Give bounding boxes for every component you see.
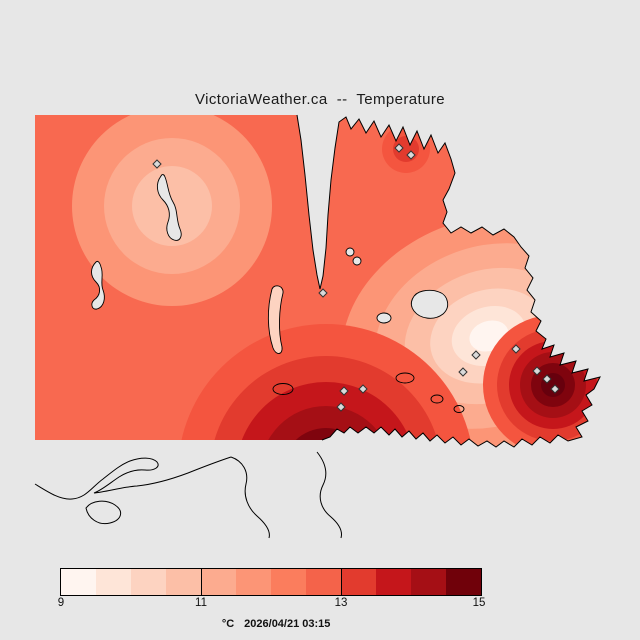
lakes — [91, 174, 449, 324]
station-marker — [318, 288, 328, 298]
colorbar-segment — [306, 569, 341, 595]
station-marker — [542, 374, 552, 384]
station-marker — [532, 366, 542, 376]
colorbar — [60, 568, 482, 596]
shore-details — [272, 372, 465, 413]
colorbar-segment — [96, 569, 131, 595]
station-marker — [458, 367, 468, 377]
colorbar-segment — [131, 569, 166, 595]
lake — [376, 312, 392, 324]
coastline-south-east — [316, 451, 342, 539]
contour-warm-southeast — [483, 315, 600, 447]
colorbar-segment — [411, 569, 446, 595]
coastlines — [34, 114, 601, 539]
station-marker — [152, 159, 162, 169]
station-marker — [550, 384, 560, 394]
colorbar-segment — [166, 569, 201, 595]
coastline-south-west — [34, 456, 232, 500]
inlet — [267, 285, 284, 354]
station-marker — [471, 350, 481, 360]
station-marker — [358, 384, 368, 394]
colorbar-tick — [341, 569, 342, 595]
timestamp-label: °C 2026/04/21 03:15 — [210, 606, 331, 640]
colorbar-label-13: 13 — [334, 597, 348, 609]
temperature-field — [35, 115, 600, 447]
colorbar-segment — [271, 569, 306, 595]
island — [85, 500, 122, 525]
colorbar-label-11: 11 — [195, 597, 207, 609]
colorbar-segment — [341, 569, 376, 595]
lake — [91, 260, 105, 310]
colorbar-segment — [236, 569, 271, 595]
colorbar-label-9: 9 — [57, 597, 65, 609]
datetime-label: 2026/04/21 03:15 — [244, 618, 331, 630]
lake — [345, 247, 355, 257]
units-label: °C — [221, 618, 235, 630]
colorbar-tick — [201, 569, 202, 595]
contour-warm-north-spot — [382, 125, 430, 173]
colorbar-segment — [376, 569, 411, 595]
colorbar-segment — [61, 569, 96, 595]
station-marker — [511, 344, 521, 354]
station-marker — [339, 386, 349, 396]
colorbar-segments — [61, 569, 481, 595]
colorbar-segment — [446, 569, 481, 595]
station-marker — [406, 150, 416, 160]
station-marker — [394, 143, 404, 153]
coastline-south-mass — [230, 456, 270, 539]
colorbar-label-15: 15 — [472, 597, 486, 609]
coastline-main — [296, 114, 601, 448]
colorbar-segment — [201, 569, 236, 595]
lake — [156, 174, 182, 241]
lake — [411, 289, 449, 319]
lake — [352, 256, 362, 266]
map-title: VictoriaWeather.ca -- Temperature — [195, 91, 445, 108]
stations-group — [152, 143, 560, 412]
station-marker — [336, 402, 346, 412]
